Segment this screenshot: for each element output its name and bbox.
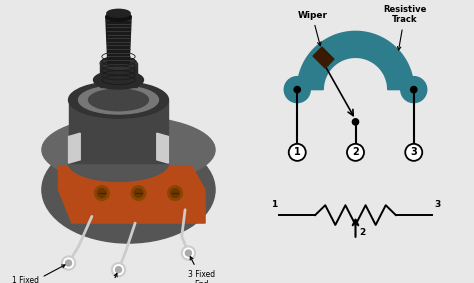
Circle shape: [294, 87, 301, 93]
Text: 2 Variable
End: 2 Variable End: [89, 273, 128, 283]
Circle shape: [65, 260, 72, 266]
Circle shape: [112, 263, 125, 276]
Circle shape: [98, 189, 106, 198]
Text: 1 Fixed
End: 1 Fixed End: [12, 265, 65, 283]
Polygon shape: [59, 166, 205, 223]
Polygon shape: [297, 31, 414, 90]
Circle shape: [62, 256, 75, 270]
Text: 1: 1: [271, 200, 277, 209]
Polygon shape: [106, 17, 131, 63]
Circle shape: [185, 250, 191, 256]
Text: 3: 3: [410, 147, 417, 157]
Ellipse shape: [69, 82, 168, 118]
Polygon shape: [157, 133, 168, 163]
Ellipse shape: [93, 71, 144, 89]
Ellipse shape: [42, 136, 215, 243]
Polygon shape: [313, 47, 334, 68]
Text: 2: 2: [352, 147, 359, 157]
Circle shape: [168, 186, 182, 200]
Text: 2: 2: [359, 228, 365, 237]
Circle shape: [182, 246, 195, 260]
Circle shape: [405, 144, 422, 161]
Polygon shape: [69, 100, 168, 163]
Text: Wiper: Wiper: [297, 11, 327, 46]
Text: 1: 1: [294, 147, 301, 157]
Circle shape: [352, 119, 359, 125]
Circle shape: [94, 186, 109, 200]
Polygon shape: [100, 63, 137, 87]
Polygon shape: [69, 133, 80, 163]
Circle shape: [131, 186, 146, 200]
Circle shape: [284, 77, 310, 103]
Ellipse shape: [100, 57, 137, 70]
Ellipse shape: [89, 89, 148, 111]
Ellipse shape: [106, 12, 131, 21]
Ellipse shape: [79, 86, 158, 114]
Ellipse shape: [107, 9, 130, 17]
Text: 3 Fixed
End: 3 Fixed End: [188, 257, 215, 283]
Circle shape: [116, 267, 121, 273]
Circle shape: [171, 189, 180, 198]
Circle shape: [347, 144, 364, 161]
Ellipse shape: [42, 117, 215, 183]
Circle shape: [401, 77, 427, 103]
Circle shape: [134, 189, 143, 198]
Text: Resistive
Track: Resistive Track: [383, 5, 427, 50]
Ellipse shape: [69, 145, 168, 181]
Text: 3: 3: [434, 200, 440, 209]
Circle shape: [289, 144, 306, 161]
Circle shape: [410, 87, 417, 93]
